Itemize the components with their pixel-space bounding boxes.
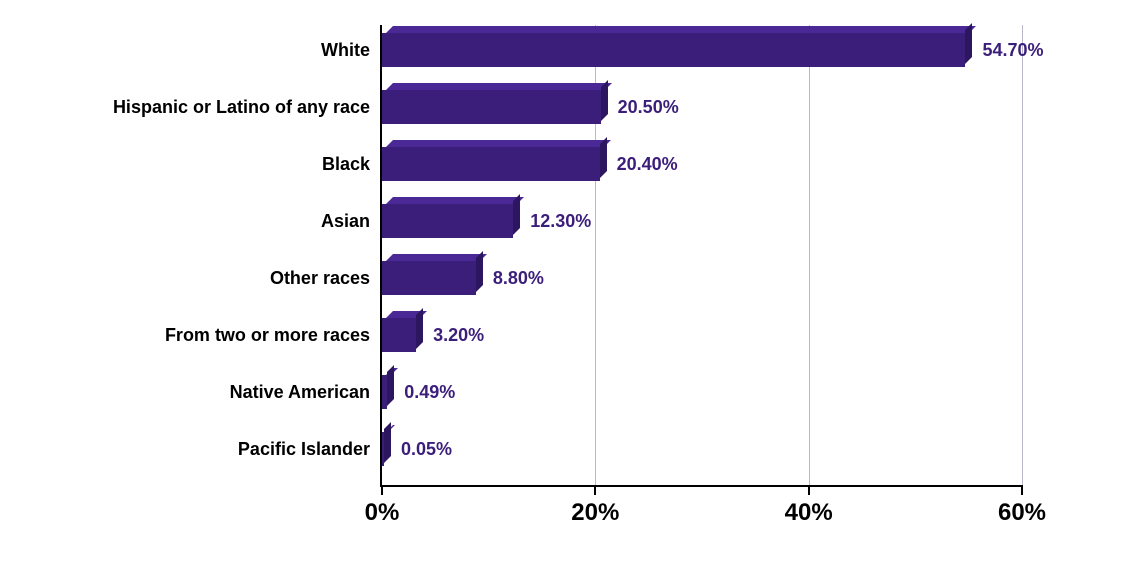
y-axis-line — [380, 25, 382, 487]
bar — [382, 33, 965, 75]
x-axis-line: 0%20%40%60% — [382, 485, 1022, 487]
bar — [382, 432, 384, 474]
category-label: Other races — [10, 268, 370, 289]
plot-area — [382, 25, 1022, 485]
x-tick — [808, 485, 810, 495]
category-label: Black — [10, 154, 370, 175]
category-label: Native American — [10, 382, 370, 403]
value-label: 0.05% — [401, 439, 452, 460]
category-label: From two or more races — [10, 325, 370, 346]
value-label: 12.30% — [530, 211, 591, 232]
x-tick-label: 40% — [785, 499, 833, 527]
category-label: Pacific Islander — [10, 439, 370, 460]
x-tick-label: 60% — [998, 499, 1046, 527]
bar — [382, 318, 416, 360]
grid-line — [809, 25, 810, 485]
category-label: Hispanic or Latino of any race — [10, 97, 370, 118]
bar — [382, 375, 387, 417]
x-tick — [1021, 485, 1023, 495]
value-label: 20.50% — [618, 97, 679, 118]
value-label: 20.40% — [617, 154, 678, 175]
x-tick-label: 0% — [365, 499, 400, 527]
value-label: 3.20% — [433, 325, 484, 346]
category-label: White — [10, 40, 370, 61]
x-tick — [381, 485, 383, 495]
bar — [382, 90, 601, 132]
value-label: 0.49% — [404, 382, 455, 403]
bar-chart: 0%20%40%60% White54.70%Hispanic or Latin… — [0, 0, 1141, 565]
bar — [382, 261, 476, 303]
category-label: Asian — [10, 211, 370, 232]
value-label: 54.70% — [982, 40, 1043, 61]
x-tick — [594, 485, 596, 495]
x-tick-label: 20% — [571, 499, 619, 527]
grid-line — [1022, 25, 1023, 485]
value-label: 8.80% — [493, 268, 544, 289]
bar — [382, 147, 600, 189]
bar — [382, 204, 513, 246]
